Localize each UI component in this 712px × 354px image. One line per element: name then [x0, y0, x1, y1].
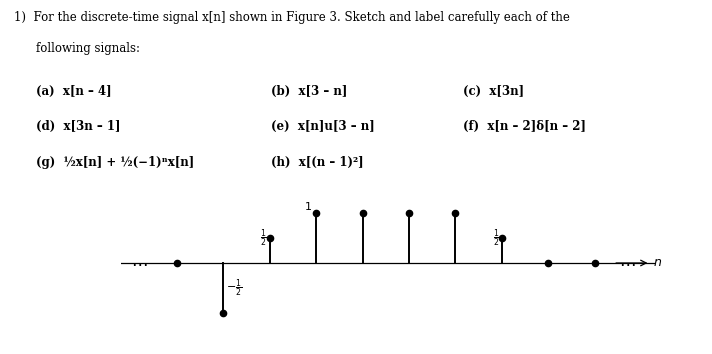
Text: (b)  x[3 – n]: (b) x[3 – n]	[271, 85, 347, 98]
Text: $\frac{1}{2}$: $\frac{1}{2}$	[493, 227, 500, 249]
Text: (c)  x[3n]: (c) x[3n]	[463, 85, 524, 98]
Text: $-\frac{1}{2}$: $-\frac{1}{2}$	[226, 278, 242, 299]
Text: (a)  x[n – 4]: (a) x[n – 4]	[36, 85, 111, 98]
Text: 1)  For the discrete-time signal x[n] shown in Figure 3. Sketch and label carefu: 1) For the discrete-time signal x[n] sho…	[14, 11, 570, 24]
Text: $n$: $n$	[653, 257, 661, 269]
Text: (e)  x[n]u[3 – n]: (e) x[n]u[3 – n]	[271, 120, 375, 133]
Text: $\cdots$: $\cdots$	[619, 254, 636, 272]
Text: (g)  ½x[n] + ½(−1)ⁿx[n]: (g) ½x[n] + ½(−1)ⁿx[n]	[36, 156, 194, 169]
Text: $\frac{1}{2}$: $\frac{1}{2}$	[261, 227, 267, 249]
Text: $1$: $1$	[305, 200, 313, 212]
Text: (d)  x[3n – 1]: (d) x[3n – 1]	[36, 120, 120, 133]
Text: following signals:: following signals:	[36, 42, 140, 56]
Text: (h)  x[(n – 1)²]: (h) x[(n – 1)²]	[271, 156, 363, 169]
Text: $\cdots$: $\cdots$	[131, 254, 148, 272]
Text: (f)  x[n – 2]δ[n – 2]: (f) x[n – 2]δ[n – 2]	[463, 120, 586, 133]
